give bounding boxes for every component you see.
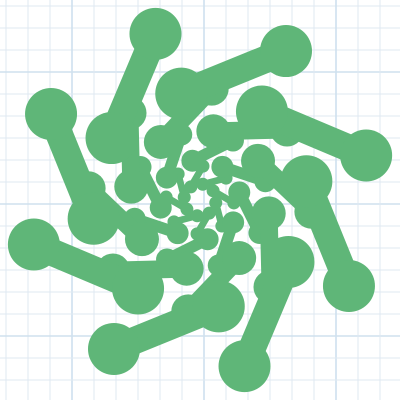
dumbbell-bulb (196, 228, 219, 251)
dumbbell-bulb (129, 7, 182, 60)
dumbbell-shape (218, 235, 315, 393)
dumbbell-spiral (7, 7, 393, 393)
dumbbell-shape (207, 211, 245, 277)
dumbbell-bulb (206, 184, 220, 198)
dumbbell-bulb (181, 149, 204, 172)
dumbbell-bulb (155, 166, 178, 189)
dumbbell-shape (184, 159, 210, 194)
dumbbell-bulb (25, 88, 78, 140)
dumbbell-bulb (222, 211, 245, 234)
dumbbell-bulb (88, 322, 140, 375)
dumbbell-shape (280, 155, 375, 312)
dumbbell-shape (88, 280, 245, 375)
dumbbell-bulb (177, 190, 191, 204)
dumbbell-shape (167, 209, 204, 229)
dumbbell-bulb (202, 206, 216, 220)
dumbbell-bulb (67, 192, 120, 245)
dumbbell-bulb (169, 251, 204, 286)
dumbbell-shape (235, 85, 393, 182)
dumbbell-bulb (322, 260, 375, 312)
dumbbell-bulb (192, 280, 245, 333)
dumbbell-bulb (184, 180, 198, 194)
dumbbell-bulb (211, 155, 234, 178)
dumbbell-bulb (114, 169, 149, 204)
dumbbell-bulb (218, 340, 271, 393)
dumbbell-bulb (149, 196, 172, 219)
dumbbell-bulb (112, 262, 165, 315)
dumbbell-shape (85, 7, 182, 165)
dumbbell-bulb (280, 155, 333, 208)
dumbbell-shape (159, 190, 194, 216)
dumbbell-bulb (228, 181, 251, 204)
dumbbell-bulb (260, 25, 312, 78)
dumbbell-shape (7, 218, 165, 315)
dumbbell-bulb (190, 209, 204, 223)
dumbbell-bulb (235, 85, 288, 138)
dumbbell-bulb (166, 222, 189, 245)
dumbbell-bulb (209, 196, 223, 210)
dumbbell-bulb (155, 67, 208, 120)
dumbbell-bulb (196, 177, 210, 191)
dumbbell-bulb (222, 241, 257, 276)
dumbbell-bulb (7, 218, 60, 271)
dumbbell-bulb (85, 112, 138, 165)
dumbbell-shape (155, 25, 312, 120)
dumbbell-bulb (251, 196, 286, 231)
dumbbell-bulb (180, 202, 194, 216)
dumbbell-bulb (143, 124, 178, 159)
dumbbell-shape (25, 88, 120, 245)
dumbbell-bulb (262, 235, 315, 288)
dumbbell-bulb (340, 129, 393, 182)
dumbbell-bulb (196, 114, 231, 149)
dumbbell-bulb (241, 143, 276, 178)
dumbbell-bulb (124, 222, 159, 257)
